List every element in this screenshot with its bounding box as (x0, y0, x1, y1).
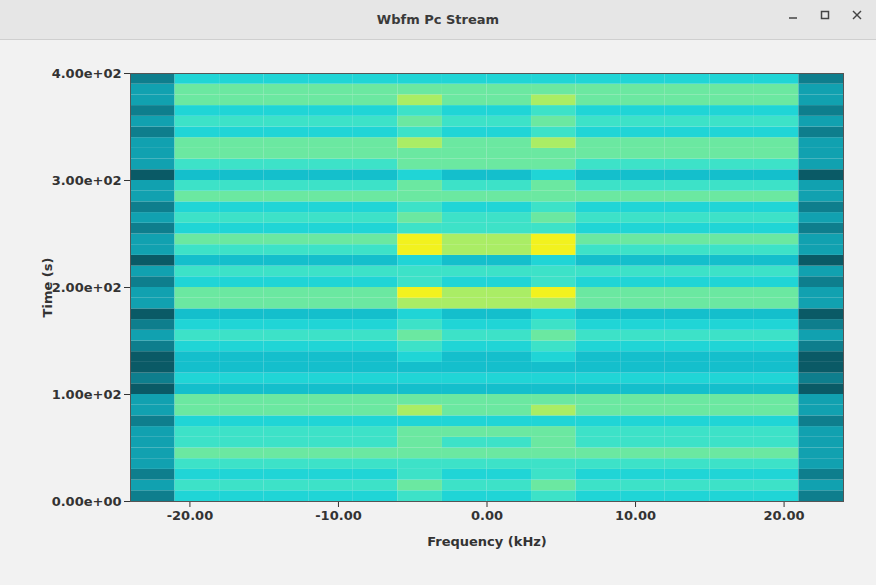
svg-text:Frequency (kHz): Frequency (kHz) (427, 534, 547, 549)
svg-text:10.00: 10.00 (615, 508, 656, 523)
svg-text:3.00e+02: 3.00e+02 (52, 173, 122, 188)
svg-text:20.00: 20.00 (764, 508, 805, 523)
svg-text:2.00e+02: 2.00e+02 (52, 280, 122, 295)
svg-text:0.00e+00: 0.00e+00 (52, 494, 122, 509)
html-text:Wbfm Pc Stream: Wbfm Pc Stream (376, 12, 500, 27)
svg-text:Time (s): Time (s) (40, 258, 55, 318)
svg-text:-10.00: -10.00 (315, 508, 362, 523)
svg-text:1.00e+02: 1.00e+02 (52, 387, 122, 402)
svg-text:4.00e+02: 4.00e+02 (52, 66, 122, 81)
svg-text:-20.00: -20.00 (167, 508, 214, 523)
svg-text:0.00: 0.00 (471, 508, 503, 523)
